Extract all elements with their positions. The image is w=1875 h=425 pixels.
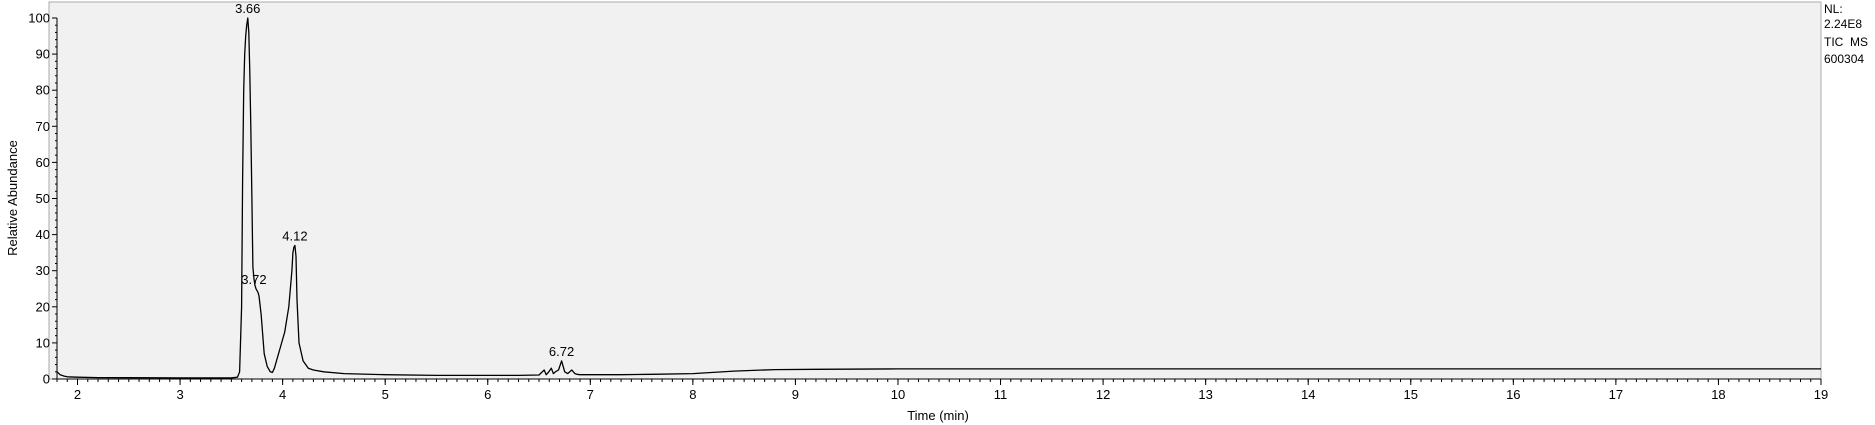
x-tick-label: 14 [1301,387,1315,402]
x-tick-label: 3 [176,387,183,402]
y-axis: 0 10 20 30 40 50 60 70 80 90 100 [28,11,57,387]
y-tick-label: 60 [36,155,50,170]
y-tick-label: 80 [36,83,50,98]
x-tick-label: 5 [382,387,389,402]
x-tick-label: 15 [1404,387,1418,402]
y-axis-title: Relative Abundance [5,140,20,256]
x-tick-label: 16 [1506,387,1520,402]
x-tick-label: 19 [1814,387,1828,402]
info-line-2: 2.24E8 [1824,17,1862,31]
x-tick-label: 18 [1711,387,1725,402]
x-tick-label: 17 [1609,387,1623,402]
x-tick-label: 11 [994,387,1008,402]
peak-labels: 3.66 3.72 4.12 6.72 [235,1,574,359]
x-tick-label: 13 [1198,387,1212,402]
x-tick-label: 12 [1096,387,1110,402]
x-tick-label: 6 [484,387,491,402]
y-tick-label: 10 [36,335,50,350]
x-tick-label: 7 [587,387,594,402]
peak-label: 3.66 [235,1,260,16]
x-axis-title: Time (min) [907,408,969,423]
y-tick-label: 70 [36,119,50,134]
tic-trace [56,17,1821,379]
x-tick-label: 8 [689,387,696,402]
x-tick-label: 9 [792,387,799,402]
y-tick-label: 40 [36,227,50,242]
y-tick-label: 50 [36,191,50,206]
peak-label: 3.72 [241,272,266,287]
y-tick-label: 100 [28,11,50,26]
info-box: NL: 2.24E8 TIC MS 600304 [1824,2,1868,66]
x-tick-label: 4 [279,387,286,402]
x-axis: 2 3 4 5 6 7 8 9 10 11 12 13 14 15 16 17 18 19 [56,379,1828,402]
plot-area [48,1,1822,380]
info-line-1: NL: [1824,2,1843,16]
y-tick-label: 90 [36,47,50,62]
peak-label: 6.72 [549,344,574,359]
info-line-3: TIC MS [1824,35,1868,49]
y-tick-label: 20 [36,299,50,314]
x-tick-label: 2 [74,387,81,402]
x-tick-label: 10 [891,387,905,402]
info-line-4: 600304 [1824,52,1864,66]
y-tick-label: 0 [43,372,50,387]
y-tick-label: 30 [36,263,50,278]
peak-label: 4.12 [282,228,307,243]
